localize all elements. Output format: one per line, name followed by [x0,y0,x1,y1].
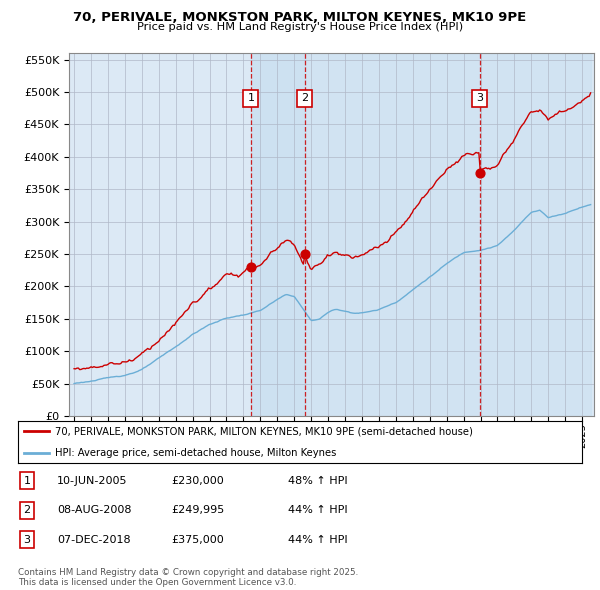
Text: 10-JUN-2005: 10-JUN-2005 [57,476,128,486]
Text: 70, PERIVALE, MONKSTON PARK, MILTON KEYNES, MK10 9PE (semi-detached house): 70, PERIVALE, MONKSTON PARK, MILTON KEYN… [55,427,473,436]
Text: 1: 1 [247,93,254,103]
Bar [305,53,590,416]
Text: HPI: Average price, semi-detached house, Milton Keynes: HPI: Average price, semi-detached house,… [55,448,336,457]
Text: 3: 3 [23,535,31,545]
Text: 3: 3 [476,93,483,103]
Text: 44% ↑ HPI: 44% ↑ HPI [288,506,347,515]
Text: Contains HM Land Registry data © Crown copyright and database right 2025.
This d: Contains HM Land Registry data © Crown c… [18,568,358,587]
Text: £375,000: £375,000 [171,535,224,545]
Text: Price paid vs. HM Land Registry's House Price Index (HPI): Price paid vs. HM Land Registry's House … [137,22,463,32]
Text: 08-AUG-2008: 08-AUG-2008 [57,506,131,515]
Point [475,168,484,178]
Text: 48% ↑ HPI: 48% ↑ HPI [288,476,347,486]
Text: 70, PERIVALE, MONKSTON PARK, MILTON KEYNES, MK10 9PE: 70, PERIVALE, MONKSTON PARK, MILTON KEYN… [73,11,527,24]
Text: 44% ↑ HPI: 44% ↑ HPI [288,535,347,545]
Text: 2: 2 [301,93,308,103]
Bar [251,53,305,416]
Text: £249,995: £249,995 [171,506,224,515]
Text: 07-DEC-2018: 07-DEC-2018 [57,535,131,545]
Point [300,249,310,258]
Text: 2: 2 [23,506,31,515]
Point [246,262,256,271]
Text: £230,000: £230,000 [171,476,224,486]
Text: 1: 1 [23,476,31,486]
